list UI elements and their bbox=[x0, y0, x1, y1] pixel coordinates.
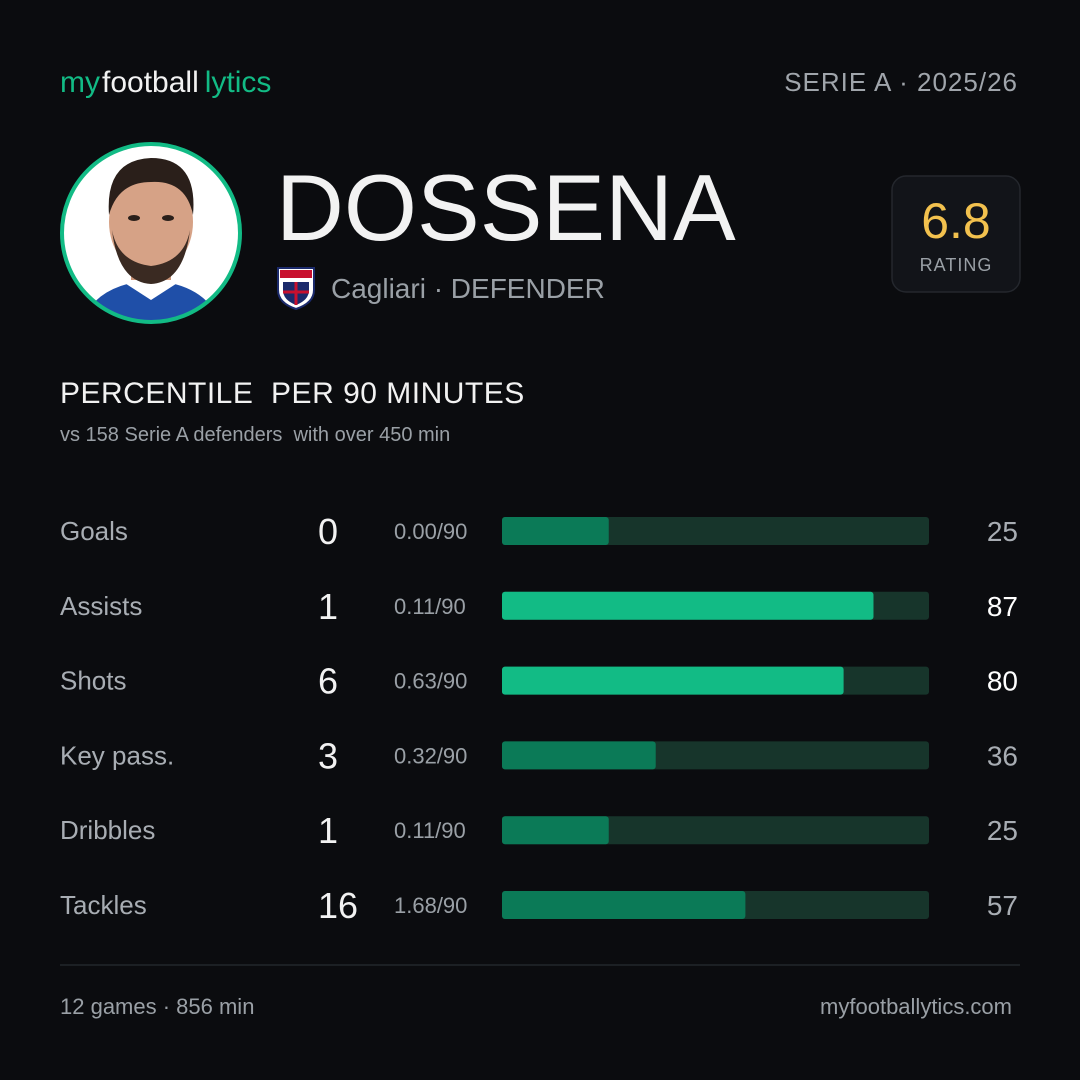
footer-summary: 12 games · 856 min bbox=[60, 994, 254, 1019]
stat-per90: 0.32/90 bbox=[394, 743, 467, 768]
rating-value: 6.8 bbox=[921, 193, 991, 249]
section-title: PERCENTILE PER 90 MINUTES bbox=[60, 377, 525, 410]
bar bbox=[502, 591, 874, 620]
bar bbox=[502, 816, 609, 845]
club-crest bbox=[277, 267, 315, 311]
stat-total: 6 bbox=[318, 661, 338, 702]
percentile-label: 57 bbox=[987, 890, 1018, 921]
brand: myfootball lytics bbox=[60, 66, 271, 99]
percentile-label: 87 bbox=[987, 591, 1018, 622]
percentile-label: 80 bbox=[987, 666, 1018, 697]
player-photo bbox=[60, 142, 242, 324]
club-position: Cagliari · DEFENDER bbox=[331, 273, 605, 304]
rating-box bbox=[891, 175, 1021, 293]
percentile-label: 25 bbox=[987, 815, 1018, 846]
bar bbox=[502, 666, 844, 695]
bar bbox=[502, 891, 746, 919]
stat-per90: 0.11/90 bbox=[394, 818, 466, 843]
league-season: SERIE A · 2025/26 bbox=[784, 67, 1018, 97]
rating-label: RATING bbox=[920, 255, 993, 275]
stat-label: Goals bbox=[60, 516, 128, 546]
brand-part: my bbox=[60, 66, 100, 99]
stat-per90: 0.63/90 bbox=[394, 669, 467, 694]
stat-total: 3 bbox=[318, 735, 338, 776]
stat-total: 1 bbox=[318, 810, 338, 851]
stat-label: Tackles bbox=[60, 890, 147, 920]
player-name: DOSSENA bbox=[276, 155, 736, 260]
stat-per90: 0.11/90 bbox=[394, 594, 466, 619]
stat-total: 0 bbox=[318, 511, 338, 552]
brand-part: lytics bbox=[205, 66, 272, 99]
stat-total: 16 bbox=[318, 885, 358, 926]
percentile-label: 36 bbox=[987, 740, 1018, 771]
brand-part: football bbox=[102, 66, 199, 99]
stat-label: Assists bbox=[60, 591, 142, 621]
stat-per90: 0.00/90 bbox=[394, 519, 467, 544]
bar bbox=[502, 741, 656, 770]
stat-label: Dribbles bbox=[60, 815, 155, 845]
section-subtitle: vs 158 Serie A defenders with over 450 m… bbox=[60, 424, 450, 446]
stat-rows: Goals 0 0.00/90 25 Assists 1 0.11/90 87 Shots 6 0.… bbox=[60, 511, 1018, 926]
stat-per90: 1.68/90 bbox=[394, 893, 467, 918]
bar bbox=[502, 517, 609, 545]
footer-url: myfootballytics.com bbox=[820, 994, 1012, 1019]
stat-total: 1 bbox=[318, 586, 338, 627]
stat-label: Key pass. bbox=[60, 740, 174, 770]
stat-label: Shots bbox=[60, 666, 127, 696]
percentile-label: 25 bbox=[987, 516, 1018, 547]
